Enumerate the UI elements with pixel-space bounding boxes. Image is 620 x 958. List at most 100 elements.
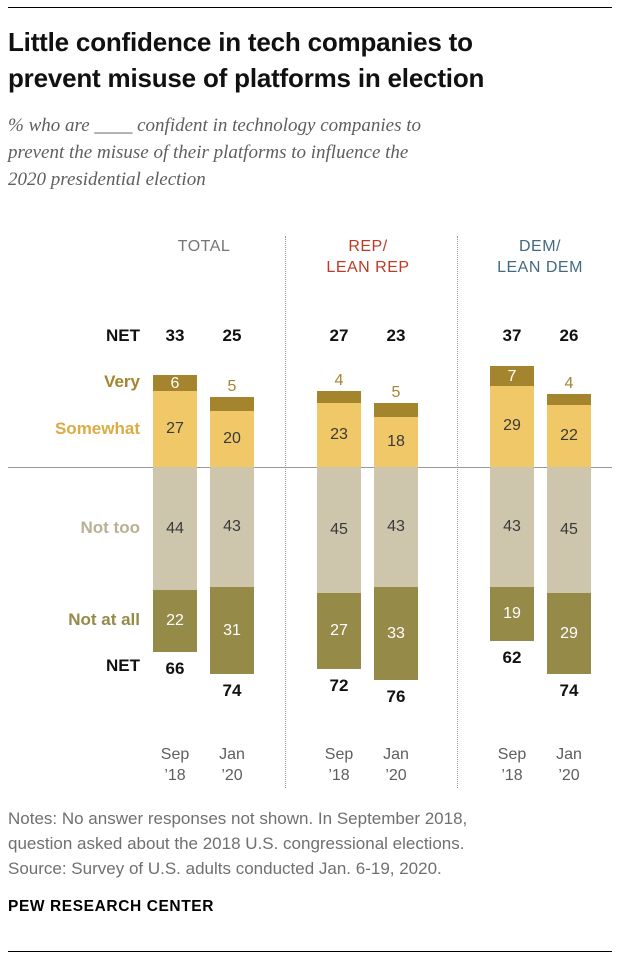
chart-area: NET Very Somewhat Not too Not at all NET…: [8, 230, 612, 800]
row-label-very: Very: [104, 372, 140, 391]
segment-not-at-all: [317, 593, 361, 669]
not-at-all-value: 31: [223, 621, 241, 639]
net-not-confident-value: 76: [386, 686, 406, 706]
somewhat-value: 29: [503, 417, 521, 435]
segment-not-too: [210, 467, 254, 588]
segment-not-at-all: [153, 590, 197, 652]
title-line: prevent misuse of platforms in election: [8, 63, 485, 93]
axis-label: Sep ’18: [143, 744, 207, 786]
subtitle-line: prevent the misuse of their platforms to…: [8, 142, 409, 163]
baseline-rule: [8, 467, 612, 468]
not-too-value: 45: [560, 521, 578, 538]
bottom-rule: [8, 951, 612, 952]
segment-not-too: [547, 467, 591, 593]
subtitle-line: 2020 presidential election: [8, 169, 206, 190]
text-line: Jan: [219, 746, 245, 763]
axis-label: Jan ’20: [364, 744, 428, 786]
net-confident-value: 33: [165, 326, 185, 345]
row-label-somewhat: Somewhat: [54, 419, 140, 438]
segment-very: [547, 394, 591, 406]
net-not-confident-value: 74: [559, 681, 579, 701]
net-not-confident-value: 74: [222, 681, 242, 701]
segment-somewhat: [490, 385, 534, 467]
segment-very: [210, 397, 254, 411]
notes: Notes: No answer responses not shown. In…: [8, 806, 612, 881]
segment-somewhat: [153, 391, 197, 467]
segment-very: [490, 366, 534, 386]
text-line: ’18: [501, 767, 523, 784]
text-line: Sep: [324, 746, 354, 763]
row-label-not-at-all: Not at all: [68, 610, 140, 629]
subtitle-line: % who are ____ confident in technology c…: [8, 115, 421, 136]
segment-very: [153, 374, 197, 392]
axis-label: Jan ’20: [200, 744, 264, 786]
somewhat-value: 18: [387, 432, 405, 450]
segment-somewhat: [374, 416, 418, 467]
very-value: 6: [170, 375, 180, 392]
segment-not-too: [490, 467, 534, 588]
not-at-all-value: 29: [560, 624, 578, 642]
text-line: DEM/: [519, 238, 561, 255]
segment-not-at-all: [374, 587, 418, 680]
net-confident-value: 25: [222, 326, 242, 345]
notes-line: question asked about the 2018 U.S. congr…: [8, 834, 465, 853]
row-label-net-bottom: NET: [106, 656, 140, 675]
text-line: ’18: [164, 767, 186, 784]
group-divider: [285, 236, 286, 788]
not-at-all-value: 33: [387, 624, 405, 642]
group-header-dem: DEM/LEAN DEM: [460, 236, 620, 278]
not-too-value: 43: [223, 518, 241, 536]
segment-not-at-all: [210, 587, 254, 675]
somewhat-value: 22: [560, 427, 578, 445]
net-confident-value: 23: [386, 326, 406, 345]
segment-not-too: [374, 467, 418, 588]
axis-label: Sep ’18: [480, 744, 544, 786]
segment-not-at-all: [547, 593, 591, 675]
very-value: 4: [334, 372, 344, 390]
top-rule: [8, 7, 612, 8]
notes-line: Notes: No answer responses not shown. In…: [8, 809, 468, 828]
net-confident-value: 27: [329, 326, 349, 345]
net-confident-value: 26: [559, 326, 579, 345]
net-not-confident-value: 66: [165, 658, 185, 678]
segment-not-too: [317, 467, 361, 593]
not-too-value: 44: [166, 519, 184, 537]
not-too-value: 45: [330, 521, 348, 538]
net-not-confident-value: 62: [502, 647, 522, 667]
row-label-net-top: NET: [106, 326, 140, 345]
group-header-total: TOTAL: [124, 236, 284, 257]
text-line: ’20: [558, 767, 580, 784]
not-at-all-value: 19: [503, 605, 521, 622]
text-line: Jan: [383, 746, 409, 763]
not-at-all-value: 27: [330, 621, 348, 639]
segment-not-at-all: [490, 587, 534, 641]
segment-somewhat: [317, 402, 361, 467]
not-too-value: 43: [387, 518, 405, 536]
segment-not-too: [153, 467, 197, 591]
not-too-value: 43: [503, 518, 521, 536]
group-divider: [457, 236, 458, 788]
page-title: Little confidence in tech companies to p…: [8, 24, 612, 96]
segment-very: [374, 402, 418, 417]
text-line: ’18: [328, 767, 350, 784]
net-confident-value: 37: [502, 326, 522, 345]
chart-subtitle: % who are ____ confident in technology c…: [8, 112, 588, 193]
not-at-all-value: 22: [166, 612, 184, 629]
text-line: TOTAL: [177, 238, 231, 255]
text-line: Sep: [160, 746, 190, 763]
text-line: REP/: [348, 238, 388, 255]
text-line: Sep: [497, 746, 527, 763]
title-line: Little confidence in tech companies to: [8, 27, 473, 57]
text-line: ’20: [221, 767, 243, 784]
segment-very: [317, 391, 361, 403]
text-line: ’20: [385, 767, 407, 784]
group-header-rep: REP/LEAN REP: [288, 236, 448, 278]
very-value: 7: [507, 368, 517, 385]
segment-somewhat: [547, 405, 591, 467]
net-not-confident-value: 72: [329, 675, 349, 695]
very-value: 4: [564, 375, 574, 393]
somewhat-value: 20: [223, 430, 241, 447]
somewhat-value: 23: [330, 425, 348, 443]
text-line: LEAN REP: [326, 259, 410, 276]
segment-somewhat: [210, 411, 254, 467]
